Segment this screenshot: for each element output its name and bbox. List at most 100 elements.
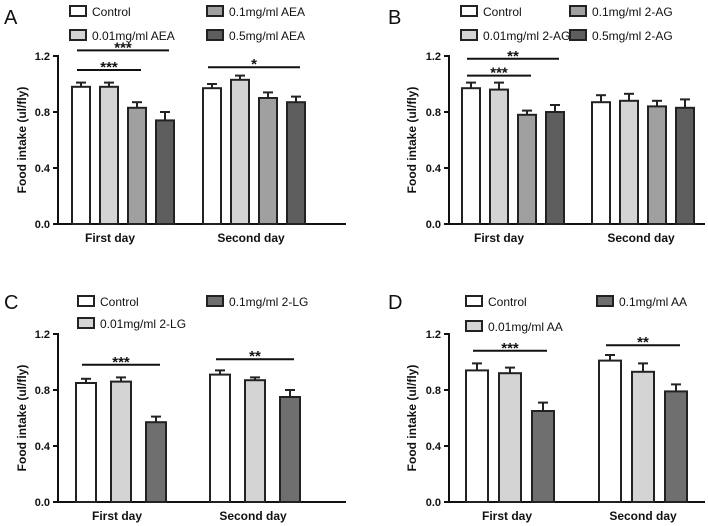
bar — [75, 382, 97, 503]
bar — [545, 111, 565, 225]
legend-label: 0.01mg/ml 2-LG — [100, 317, 186, 331]
bar — [286, 101, 306, 225]
y-tick-label: 1.2 — [35, 329, 50, 341]
legend-swatch — [206, 5, 224, 17]
legend-swatch — [465, 295, 483, 307]
y-tick-label: 1.2 — [426, 51, 441, 63]
panel-letter: D — [388, 292, 402, 314]
y-axis-title: Food intake (ul/fly) — [405, 365, 419, 472]
y-axis-title: Food intake (ul/fly) — [405, 87, 419, 194]
bar — [498, 372, 522, 504]
legend-swatch — [77, 317, 95, 329]
panel-letter: C — [4, 292, 18, 314]
bar — [631, 370, 655, 503]
legend-label: Control — [100, 295, 139, 309]
significance-label: *** — [501, 340, 519, 357]
bar — [465, 369, 489, 503]
bar — [279, 396, 301, 503]
significance-label: *** — [114, 39, 132, 56]
bar — [591, 101, 611, 225]
y-axis-title: Food intake (ul/fly) — [15, 365, 29, 472]
legend-swatch — [77, 295, 95, 307]
y-tick-label: 0.4 — [35, 163, 51, 175]
legend-label: 0.01mg/ml AA — [488, 320, 563, 334]
legend-label: 0.1mg/ml AEA — [229, 5, 305, 19]
significance-label: ** — [637, 334, 649, 351]
y-axis-title: Food intake (ul/fly) — [15, 87, 29, 194]
legend-swatch — [460, 5, 478, 17]
x-category-label: Second day — [609, 509, 677, 523]
y-tick-label: 0.0 — [426, 219, 441, 231]
panel-a: A Control 0.01mg/ml AEA 0.1mg/ml AEA 0.5mg/m… — [4, 5, 346, 245]
bar — [230, 78, 250, 225]
legend-label: Control — [92, 5, 131, 19]
y-tick-label: 0.8 — [35, 385, 50, 397]
y-tick-label: 1.2 — [35, 51, 50, 63]
panel-letter: B — [388, 7, 401, 29]
bar — [71, 85, 91, 225]
legend-swatch — [206, 295, 224, 307]
bar — [664, 390, 688, 503]
y-tick-label: 0.8 — [35, 107, 50, 119]
legend-label: 0.1mg/ml 2-AG — [592, 5, 673, 19]
x-category-label: First day — [474, 231, 524, 245]
legend-swatch — [69, 29, 87, 41]
legend-label: 0.1mg/ml AA — [619, 295, 687, 309]
bar — [110, 380, 132, 504]
bar — [619, 99, 639, 225]
significance-label: *** — [112, 354, 130, 371]
bar — [127, 106, 147, 225]
x-category-label: Second day — [607, 231, 675, 245]
bar — [461, 87, 481, 225]
panel-d: D Control 0.01mg/ml AA 0.1mg/ml AA 0.0 0.4 0.8… — [388, 292, 705, 523]
legend-label: 0.1mg/ml 2-LG — [229, 295, 308, 309]
x-category-label: First day — [85, 231, 135, 245]
bar — [531, 410, 555, 503]
legend-label: 0.5mg/ml AEA — [229, 29, 305, 43]
legend-label: Control — [488, 295, 527, 309]
y-tick-label: 0.4 — [35, 441, 51, 453]
legend-label: 0.01mg/ml AEA — [92, 29, 175, 43]
legend-swatch — [465, 320, 483, 332]
legend-label: 0.5mg/ml 2-AG — [592, 29, 673, 43]
y-tick-label: 0.8 — [426, 385, 441, 397]
x-category-label: Second day — [219, 509, 287, 523]
bar — [209, 373, 231, 504]
bar — [202, 87, 222, 225]
legend-swatch — [206, 29, 224, 41]
significance-label: *** — [100, 59, 118, 76]
bar — [489, 88, 509, 225]
bar — [145, 421, 167, 504]
y-tick-label: 0.8 — [426, 107, 441, 119]
significance-label: ** — [249, 348, 261, 365]
x-category-label: First day — [92, 509, 142, 523]
significance-label: * — [251, 56, 257, 73]
legend-swatch — [460, 29, 478, 41]
x-category-label: First day — [482, 509, 532, 523]
legend-swatch — [596, 295, 614, 307]
legend-swatch — [69, 5, 87, 17]
significance-label: ** — [507, 48, 519, 65]
significance-label: *** — [490, 65, 508, 82]
y-tick-label: 0.0 — [35, 497, 50, 509]
bar — [517, 113, 537, 225]
y-tick-label: 0.0 — [426, 497, 441, 509]
x-category-label: Second day — [217, 231, 285, 245]
bar — [244, 379, 266, 504]
legend-label: Control — [483, 5, 522, 19]
panel-b: B Control 0.01mg/ml 2-AG 0.1mg/ml 2-AG 0.5mg… — [388, 5, 705, 245]
bar — [99, 85, 119, 225]
y-tick-label: 0.4 — [426, 163, 442, 175]
legend-swatch — [569, 5, 587, 17]
legend-label: 0.01mg/ml 2-AG — [483, 29, 570, 43]
bar — [647, 105, 667, 225]
bar — [598, 359, 622, 503]
bar — [675, 106, 695, 225]
panel-c: C Control 0.01mg/ml 2-LG 0.1mg/ml 2-LG 0.0 0.… — [4, 292, 346, 523]
bar — [258, 97, 278, 225]
y-tick-label: 0.4 — [426, 441, 442, 453]
y-tick-label: 0.0 — [35, 219, 50, 231]
y-tick-label: 1.2 — [426, 329, 441, 341]
panel-letter: A — [4, 7, 18, 29]
